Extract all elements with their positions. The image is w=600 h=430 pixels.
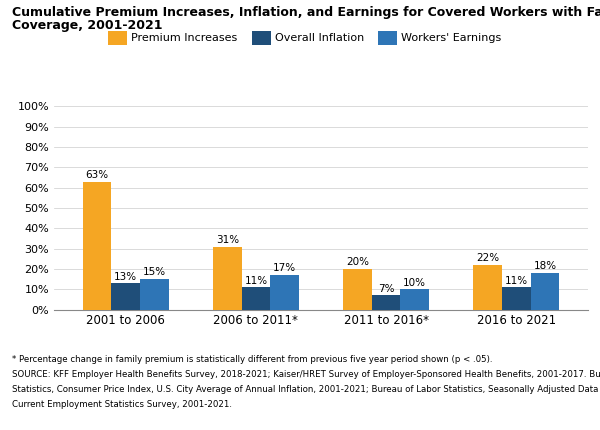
Text: * Percentage change in family premium is statistically different from previous f: * Percentage change in family premium is… [12,355,493,364]
Bar [83,181,112,310]
Bar [213,246,242,310]
Bar [242,287,270,310]
Text: 63%: 63% [85,170,109,180]
Bar [140,279,169,310]
Text: 7%: 7% [378,284,394,294]
Bar [343,269,372,310]
Text: 20%: 20% [346,257,369,267]
Text: SOURCE: KFF Employer Health Benefits Survey, 2018-2021; Kaiser/HRET Survey of Em: SOURCE: KFF Employer Health Benefits Sur… [12,370,600,379]
Bar [502,287,530,310]
Text: 11%: 11% [505,276,528,286]
Text: Premium Increases: Premium Increases [131,33,237,43]
Text: Statistics, Consumer Price Index, U.S. City Average of Annual Inflation, 2001-20: Statistics, Consumer Price Index, U.S. C… [12,385,600,394]
Bar [530,273,559,310]
Text: 10%: 10% [403,278,426,288]
Bar [400,289,429,310]
Text: Cumulative Premium Increases, Inflation, and Earnings for Covered Workers with F: Cumulative Premium Increases, Inflation,… [12,6,600,19]
Text: Coverage, 2001-2021: Coverage, 2001-2021 [12,19,163,32]
Text: Current Employment Statistics Survey, 2001-2021.: Current Employment Statistics Survey, 20… [12,400,232,409]
Text: 15%: 15% [143,267,166,277]
Bar [473,265,502,310]
Text: Workers' Earnings: Workers' Earnings [401,33,501,43]
Text: 13%: 13% [114,272,137,282]
Text: Overall Inflation: Overall Inflation [275,33,364,43]
Bar [372,295,400,310]
Bar [270,275,299,310]
Text: 11%: 11% [244,276,268,286]
Text: 22%: 22% [476,253,499,263]
Bar [112,283,140,310]
Text: 18%: 18% [533,261,557,271]
Text: 31%: 31% [215,235,239,245]
Text: 17%: 17% [273,264,296,273]
